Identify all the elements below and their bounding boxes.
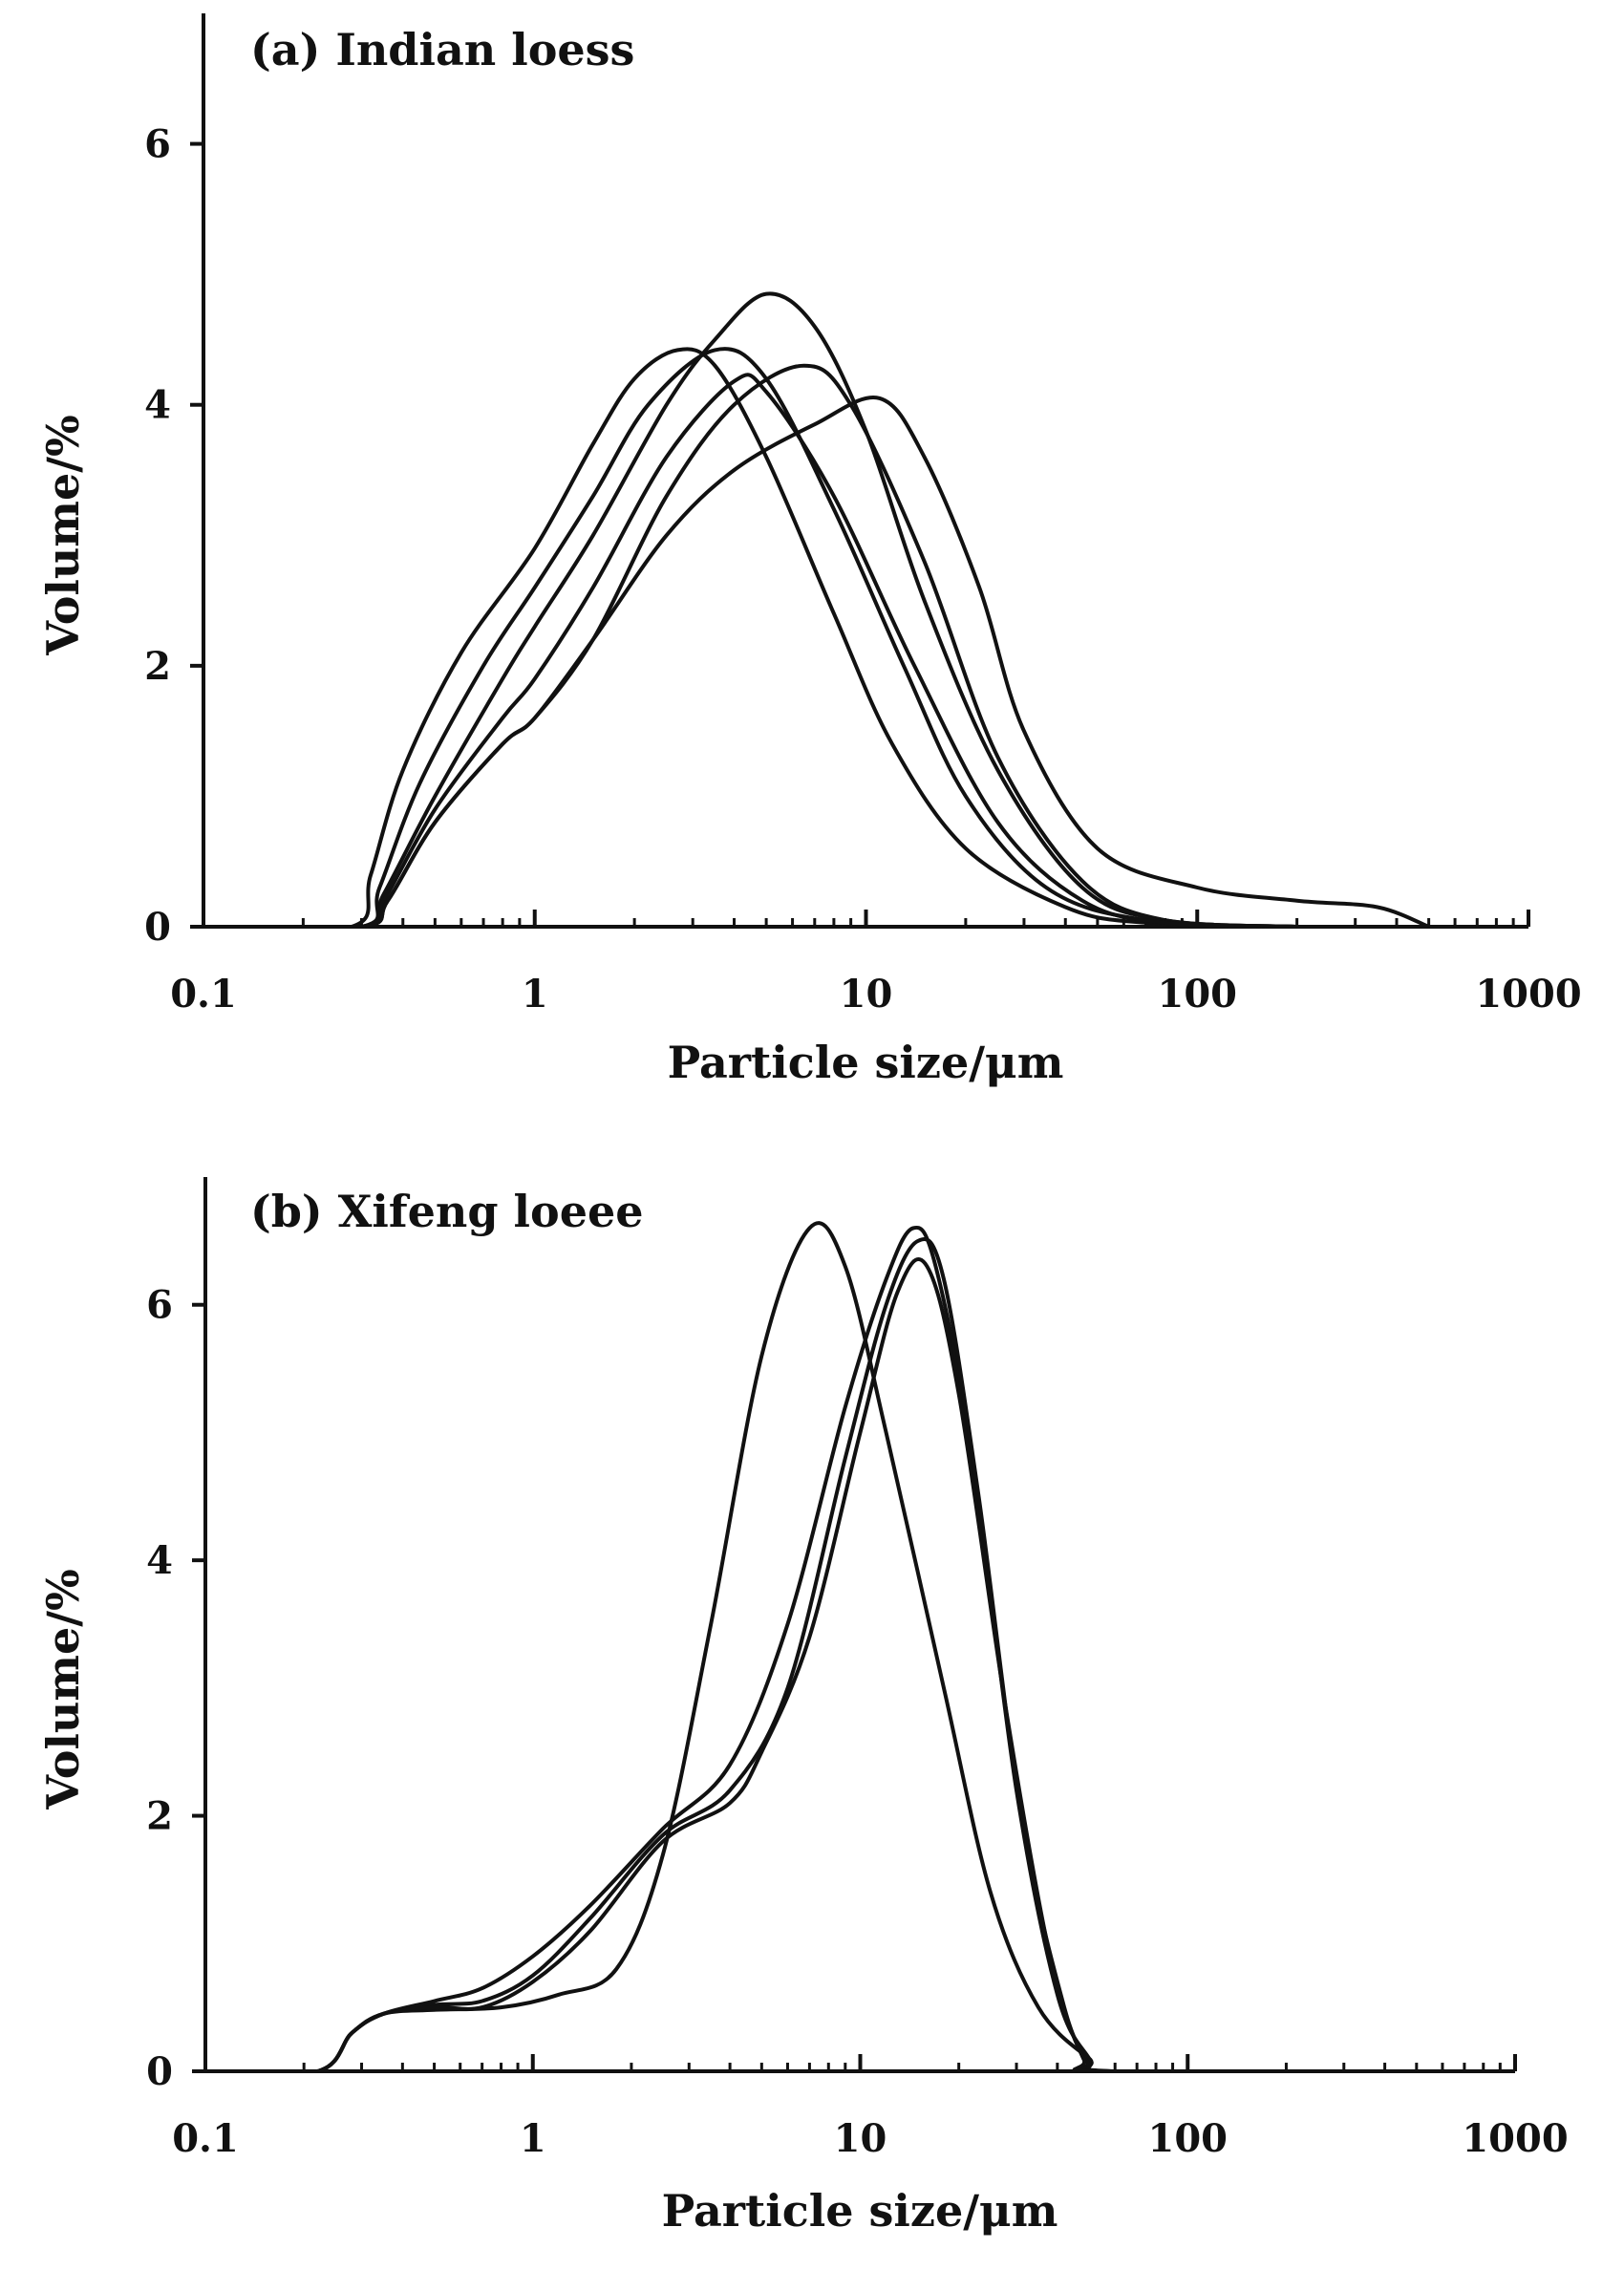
- panel-a-y-tick-label: 2: [144, 644, 171, 689]
- panel-b-curve-2: [204, 1225, 1417, 2074]
- panel-b-y-tick-label: 0: [146, 2049, 173, 2094]
- panel-b-y-tick-label: 4: [146, 1538, 173, 1583]
- panel-b-curve-1: [204, 1221, 1417, 2074]
- panel-a-indian-loess: (a) Indian loess 0 2 4 6 0.1 1 10 100 1000 Part…: [37, 13, 1582, 1088]
- panel-a-x-tick-label: 100: [1158, 972, 1238, 1017]
- panel-a-curve-6: [203, 395, 1430, 930]
- panel-a-x-tick-label: 0.1: [170, 972, 237, 1017]
- panel-a-curve-5: [203, 373, 1297, 930]
- panel-b-y-tick-label: 2: [146, 1794, 173, 1839]
- panel-b-x-tick-label: 1: [520, 2116, 546, 2161]
- panel-a-curve-4: [203, 363, 1297, 930]
- panel-b-curve-4: [204, 1257, 1417, 2074]
- panel-b-x-tick-label: 10: [834, 2116, 887, 2161]
- panel-a-x-tick-label: 1000: [1475, 972, 1581, 1017]
- panel-a-curve-2: [203, 347, 1297, 930]
- panel-a-x-tick-label: 1: [522, 972, 548, 1017]
- panel-b-x-tick-label: 0.1: [172, 2116, 239, 2161]
- panel-b-y-axis-title: Volume/%: [37, 1569, 89, 1810]
- panel-b-x-tick-label: 1000: [1462, 2116, 1568, 2161]
- panel-a-y-tick-label: 4: [144, 383, 171, 428]
- panel-b-xifeng-loess: (b) Xifeng loeee 0 2 4 6 0.1 1 10 100 1000 Part…: [37, 1177, 1569, 2237]
- panel-a-y-axis-title: Volume/%: [37, 415, 89, 656]
- panel-a-y-tick-label: 0: [144, 905, 171, 950]
- panel-a-x-tick-label: 10: [840, 972, 893, 1017]
- panel-b-x-tick-label: 100: [1148, 2116, 1229, 2161]
- panel-a-x-axis-title: Particle size/μm: [668, 1037, 1064, 1088]
- panel-a-y-tick-label: 6: [144, 122, 171, 167]
- panel-b-curve-3: [204, 1237, 1417, 2074]
- panel-b-y-tick-label: 6: [146, 1283, 173, 1328]
- panel-a-title: (a) Indian loess: [250, 24, 634, 75]
- panel-a-curve-1: [203, 347, 1297, 930]
- panel-b-x-axis-title: Particle size/μm: [662, 2185, 1058, 2237]
- panel-b-title: (b) Xifeng loeee: [250, 1186, 644, 1237]
- panel-a-curve-3: [203, 291, 1297, 930]
